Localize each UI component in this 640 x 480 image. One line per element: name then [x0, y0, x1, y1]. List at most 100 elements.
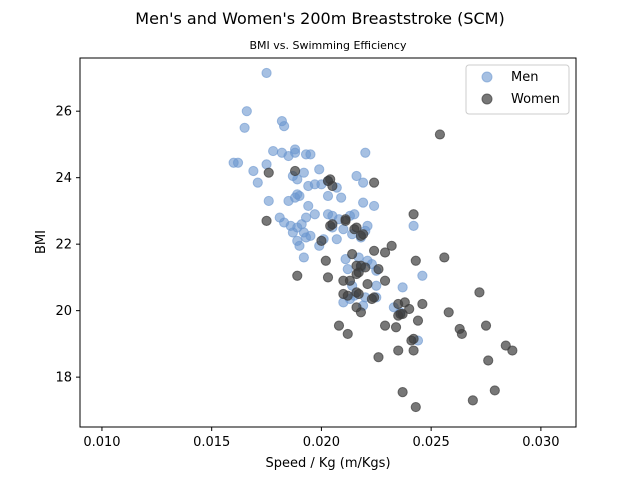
x-tick-label: 0.030 [522, 435, 559, 450]
point-women-51 [404, 303, 415, 315]
legend-label-women: Women [511, 92, 560, 107]
point-women-42 [368, 292, 380, 303]
point-men-61 [331, 234, 342, 245]
x-tick-label: 0.025 [413, 435, 450, 450]
point-women-38 [342, 290, 353, 301]
point-men-45 [309, 209, 320, 220]
point-men-72 [342, 263, 353, 275]
point-women-14 [351, 222, 362, 233]
y-tick-label: 26 [55, 105, 72, 120]
point-women-16 [316, 235, 327, 246]
point-men-13 [305, 149, 316, 160]
point-women-53 [443, 307, 454, 318]
chart-title: Men's and Women's 200m Breaststroke (SCM… [135, 9, 504, 28]
y-tick-label: 22 [55, 238, 72, 253]
point-men-77 [371, 280, 382, 291]
point-men-0 [261, 67, 272, 79]
point-women-69 [507, 345, 518, 356]
point-men-16 [261, 159, 272, 170]
point-women-10 [340, 215, 351, 226]
point-men-75 [417, 270, 428, 281]
point-women-19 [347, 249, 358, 260]
point-women-40 [353, 288, 364, 300]
x-axis-label: Speed / Kg (m/Kgs) [265, 456, 390, 471]
point-women-17 [358, 229, 369, 240]
point-men-14 [360, 147, 371, 158]
point-men-66 [294, 240, 305, 251]
point-men-4 [279, 121, 290, 132]
y-axis-ticks: 18 20 22 24 26 [55, 105, 80, 386]
point-women-57 [379, 320, 391, 331]
point-women-12 [327, 219, 338, 230]
point-men-33 [294, 190, 305, 202]
point-women-6 [368, 177, 380, 188]
point-women-60 [408, 333, 419, 345]
y-tick-label: 18 [55, 371, 72, 386]
point-men-53 [287, 227, 298, 238]
point-women-22 [320, 255, 331, 266]
point-women-55 [333, 320, 345, 331]
point-women-45 [417, 298, 428, 310]
point-women-32 [353, 267, 364, 278]
point-women-18 [386, 240, 397, 251]
chart-subtitle: BMI vs. Swimming Efficiency [250, 39, 407, 52]
point-men-1 [241, 106, 252, 117]
point-men-52 [408, 220, 419, 231]
point-women-7 [408, 209, 419, 220]
point-women-29 [292, 270, 303, 281]
point-women-5 [327, 180, 338, 192]
point-women-62 [456, 328, 467, 340]
point-men-44 [300, 212, 312, 223]
point-men-27 [351, 170, 362, 182]
point-women-54 [474, 287, 485, 298]
point-women-1 [289, 165, 301, 177]
point-women-67 [408, 345, 419, 356]
legend-marker-women [481, 93, 493, 105]
point-women-58 [390, 322, 402, 333]
point-men-29 [263, 195, 274, 207]
points-layer [228, 67, 518, 413]
point-women-65 [373, 352, 384, 363]
x-tick-label: 0.020 [303, 435, 340, 450]
point-men-37 [358, 197, 369, 208]
point-men-19 [314, 164, 325, 175]
point-men-62 [338, 224, 349, 235]
x-axis-ticks: 0.010 0.015 0.020 0.025 0.030 [83, 427, 559, 450]
point-women-72 [467, 395, 478, 406]
point-women-30 [322, 272, 334, 283]
point-women-20 [368, 245, 380, 256]
point-men-15 [248, 165, 259, 177]
y-tick-label: 20 [55, 304, 72, 319]
x-tick-label: 0.010 [83, 435, 120, 450]
point-women-21 [379, 247, 391, 258]
point-men-2 [239, 122, 250, 133]
point-men-36 [336, 192, 347, 203]
point-men-34 [303, 200, 314, 212]
point-women-71 [489, 385, 500, 396]
point-women-0 [434, 129, 446, 140]
point-women-56 [342, 328, 353, 340]
point-men-6 [232, 157, 244, 168]
point-women-73 [410, 401, 421, 413]
point-men-35 [322, 190, 334, 202]
plot-frame [79, 57, 577, 428]
point-men-50 [349, 209, 360, 220]
point-women-63 [480, 320, 492, 331]
legend-marker-men [481, 71, 493, 83]
point-men-38 [368, 200, 380, 212]
point-women-66 [393, 345, 404, 356]
point-women-36 [344, 275, 356, 286]
point-men-28 [358, 177, 369, 188]
point-women-33 [362, 278, 373, 290]
point-women-8 [261, 215, 272, 226]
x-tick-label: 0.015 [193, 435, 230, 450]
y-tick-label: 24 [55, 171, 72, 186]
point-women-2 [263, 167, 274, 178]
point-men-20 [252, 177, 263, 188]
point-women-52 [412, 315, 424, 326]
point-men-57 [305, 230, 316, 241]
point-men-78 [397, 282, 408, 293]
point-women-68 [483, 355, 494, 366]
point-men-21 [292, 174, 303, 185]
